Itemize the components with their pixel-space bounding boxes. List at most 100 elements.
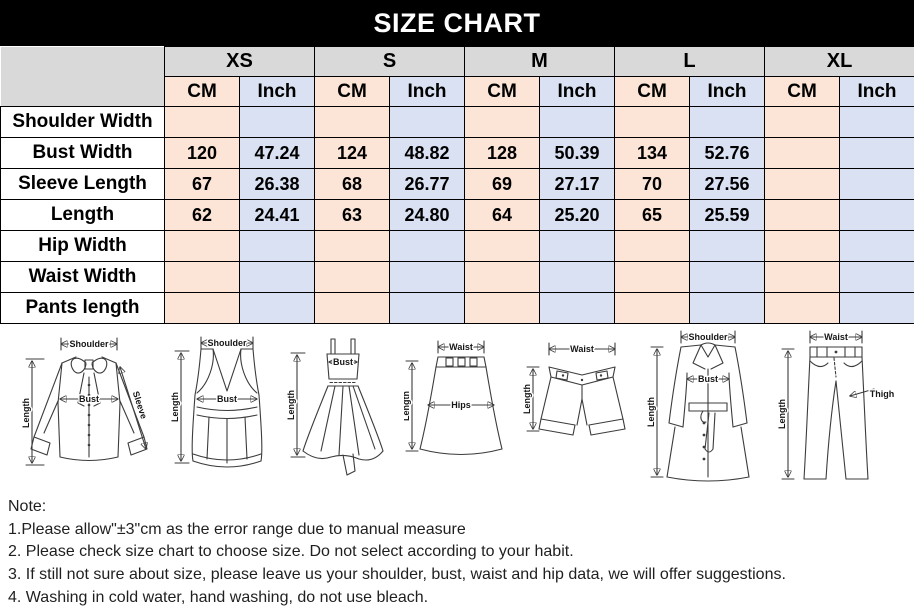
garment-sketch-dress: Length Bust: [287, 338, 384, 476]
size-value-cell: 128: [464, 137, 540, 169]
size-value-cell: [764, 106, 841, 138]
row-label: Bust Width: [0, 137, 165, 169]
size-value-cell: [389, 261, 465, 293]
garment-sketch-shorts: Waist Length: [521, 342, 626, 436]
measure-label-hips: Hips: [451, 400, 471, 410]
size-value-cell: [314, 230, 390, 262]
size-value-cell: [389, 106, 465, 138]
notes-list: 1.Please allow"±3"cm as the error range …: [8, 519, 906, 611]
table-row: Sleeve Length 67 26.38 68 26.77 69 27.17 70 27.5…: [0, 168, 914, 200]
table-row: Waist Width: [0, 261, 914, 293]
table-row: Pants length: [0, 292, 914, 324]
size-value-cell: 25.59: [689, 199, 766, 231]
garment-sketch-skirt: Waist Length Hips: [404, 340, 503, 456]
unit-col-header: Inch: [538, 76, 616, 107]
size-value-cell: 24.41: [239, 199, 315, 231]
table-row: Length 62 24.41 63 24.80 64 25.20 65 25.59: [0, 199, 914, 231]
size-value-cell: 70: [614, 168, 691, 200]
size-col-header: XS: [164, 46, 315, 77]
measure-label-shoulder: Shoulder: [69, 339, 108, 349]
measure-label-sleeve: Sleeve: [131, 390, 149, 420]
measure-label-waist: Waist: [570, 344, 594, 354]
size-value-cell: 24.80: [389, 199, 465, 231]
size-value-cell: [239, 292, 315, 324]
size-value-cell: 50.39: [538, 137, 616, 169]
size-value-cell: 27.17: [538, 168, 616, 200]
size-value-cell: 134: [614, 137, 691, 169]
size-value-cell: [689, 106, 766, 138]
size-value-cell: [689, 230, 766, 262]
size-value-cell: [239, 106, 315, 138]
table-row: Hip Width: [0, 230, 914, 262]
size-value-cell: [538, 292, 616, 324]
size-value-cell: [314, 261, 390, 293]
measure-label-shoulder: Shoulder: [688, 332, 727, 342]
size-value-cell: [614, 106, 691, 138]
table-row: Bust Width 120 47.24 124 48.82 128 50.39 134 52.…: [0, 137, 914, 169]
size-value-cell: 68: [314, 168, 390, 200]
size-value-cell: 27.56: [689, 168, 766, 200]
size-value-cell: 120: [164, 137, 240, 169]
size-value-cell: [464, 261, 540, 293]
size-value-cell: 63: [314, 199, 390, 231]
size-value-cell: [538, 230, 616, 262]
unit-col-header: CM: [614, 76, 691, 107]
size-value-cell: 26.38: [239, 168, 315, 200]
size-value-cell: [839, 168, 914, 200]
unit-col-header: CM: [314, 76, 390, 107]
garment-sketch-blouse: Shoulder Length Bust Sleeve: [20, 337, 150, 466]
row-label: Pants length: [0, 292, 165, 324]
measure-label-length: Length: [522, 384, 532, 414]
measure-label-waist: Waist: [449, 342, 473, 352]
size-value-cell: [164, 230, 240, 262]
measure-label-bust: Bust: [333, 357, 353, 367]
size-value-cell: [239, 261, 315, 293]
size-value-cell: [614, 261, 691, 293]
unit-col-header: CM: [164, 76, 240, 107]
table-row: Shoulder Width: [0, 106, 914, 138]
note-item: 1.Please allow"±3"cm as the error range …: [8, 520, 466, 538]
size-value-cell: [764, 261, 841, 293]
size-value-cell: [614, 292, 691, 324]
measure-label-length: Length: [646, 397, 656, 427]
row-label: Sleeve Length: [0, 168, 165, 200]
measure-label-bust: Bust: [79, 394, 99, 404]
size-value-cell: [689, 292, 766, 324]
measure-label-shoulder: Shoulder: [208, 338, 247, 348]
size-value-cell: 25.20: [538, 199, 616, 231]
size-value-cell: [839, 292, 914, 324]
measure-label-length: Length: [404, 391, 411, 421]
size-value-cell: [839, 230, 914, 262]
size-value-cell: [839, 199, 914, 231]
measure-label-waist: Waist: [824, 332, 848, 342]
size-value-cell: [689, 261, 766, 293]
size-col-header: XL: [764, 46, 914, 77]
unit-col-header: CM: [764, 76, 841, 107]
size-value-cell: [764, 230, 841, 262]
size-col-header: M: [463, 46, 616, 77]
size-col-header: S: [314, 46, 465, 77]
size-value-cell: 47.24: [239, 137, 315, 169]
garment-sketch-pants: Waist Length Thigh: [776, 330, 896, 480]
size-value-cell: 69: [464, 168, 540, 200]
size-value-cell: [839, 106, 914, 138]
measure-label-bust: Bust: [698, 374, 718, 384]
size-value-cell: [538, 106, 616, 138]
measure-label-length: Length: [777, 399, 787, 429]
unit-col-header: CM: [464, 76, 540, 107]
row-label: Shoulder Width: [0, 106, 165, 138]
size-value-cell: [764, 168, 841, 200]
size-value-cell: [764, 199, 841, 231]
size-value-cell: [314, 292, 390, 324]
size-value-cell: 52.76: [689, 137, 766, 169]
row-label: Length: [0, 199, 165, 231]
measure-label-bust: Bust: [217, 394, 237, 404]
note-item: 3. If still not sure about size, please …: [8, 566, 786, 584]
unit-col-header: Inch: [839, 76, 914, 107]
size-table: XS S M L XL CM Inch CM Inch CM Inch CM Inch CM Inch Sh…: [0, 46, 914, 324]
notes-heading: Note:: [8, 498, 47, 515]
corner-cell: [0, 46, 165, 107]
size-value-cell: 124: [314, 137, 390, 169]
size-table-body: Shoulder Width Bust Width 120 47.24 124 48.82…: [0, 106, 914, 324]
notes-section: Note: 1.Please allow"±3"cm as the error …: [0, 492, 914, 611]
